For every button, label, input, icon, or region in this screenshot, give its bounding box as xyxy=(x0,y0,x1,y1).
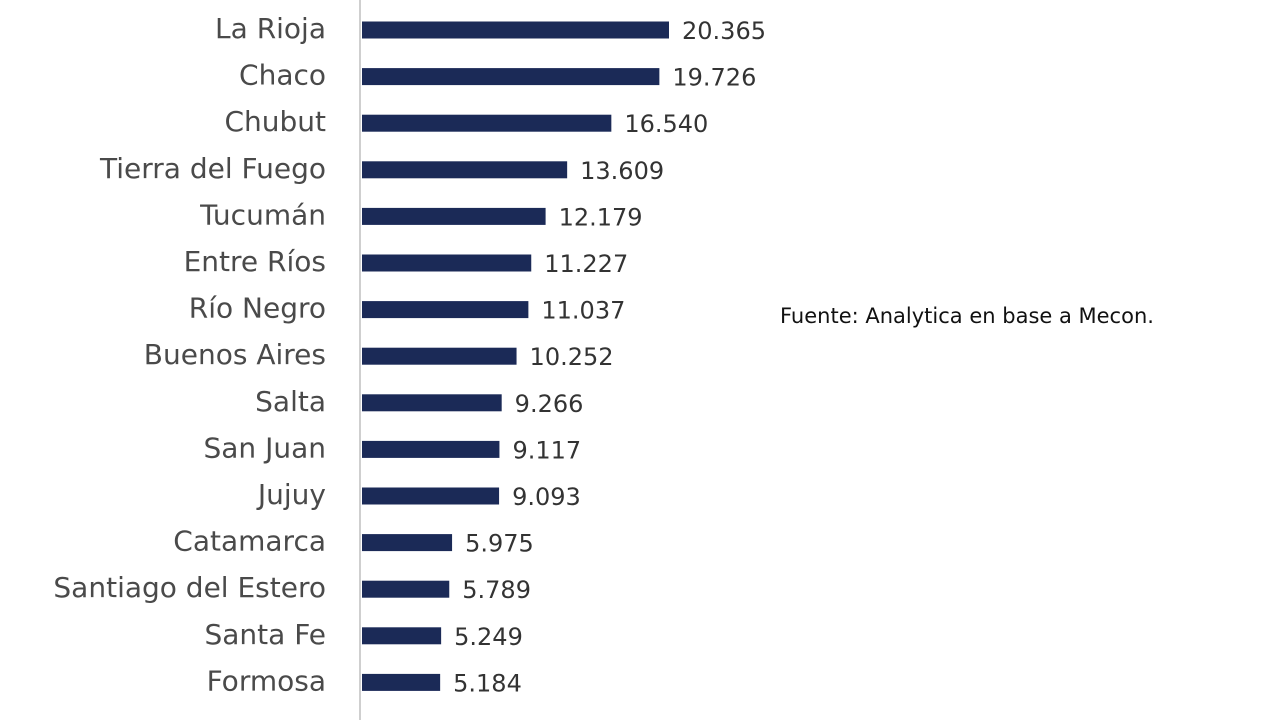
value-label: 11.037 xyxy=(541,297,625,325)
bar xyxy=(362,301,529,319)
category-label: La Rioja xyxy=(215,12,326,45)
category-label: Buenos Aires xyxy=(144,338,326,371)
bar xyxy=(362,394,502,412)
value-label: 12.179 xyxy=(559,203,643,231)
category-label: Tucumán xyxy=(199,198,326,231)
bar xyxy=(362,114,612,132)
category-label: Entre Ríos xyxy=(184,245,326,278)
bar xyxy=(362,21,669,39)
value-label: 5.249 xyxy=(454,623,523,651)
value-label: 9.117 xyxy=(512,436,581,464)
bar xyxy=(362,207,546,225)
value-label: 20.365 xyxy=(682,17,766,45)
category-label: San Juan xyxy=(204,431,327,464)
value-label: 10.252 xyxy=(530,343,614,371)
category-label: Catamarca xyxy=(173,525,326,558)
value-label: 16.540 xyxy=(624,110,708,138)
bar xyxy=(362,487,500,505)
value-label: 19.726 xyxy=(672,64,756,92)
bar xyxy=(362,440,500,458)
category-label: Chubut xyxy=(224,105,326,138)
category-label: Tierra del Fuego xyxy=(99,152,326,185)
category-label: Santiago del Estero xyxy=(53,571,326,604)
value-label: 9.266 xyxy=(515,390,584,418)
category-label: Salta xyxy=(255,385,326,418)
bar xyxy=(362,627,442,645)
value-label: 11.227 xyxy=(544,250,628,278)
bar xyxy=(362,534,453,552)
category-label: Chaco xyxy=(239,59,326,92)
bar xyxy=(362,68,660,86)
value-label: 5.975 xyxy=(465,530,534,558)
bar xyxy=(362,347,517,365)
bar xyxy=(362,580,450,598)
value-label: 13.609 xyxy=(580,157,664,185)
bar xyxy=(362,161,568,179)
category-label: Jujuy xyxy=(256,478,326,511)
value-label: 9.093 xyxy=(512,483,581,511)
bar xyxy=(362,254,532,272)
bar xyxy=(362,673,441,691)
value-label: 5.789 xyxy=(462,576,531,604)
value-label: 5.184 xyxy=(453,669,522,697)
category-label: Formosa xyxy=(207,664,326,697)
category-label: Río Negro xyxy=(189,292,326,325)
category-label: Santa Fe xyxy=(204,618,326,651)
source-note: Fuente: Analytica en base a Mecon. xyxy=(780,304,1154,328)
